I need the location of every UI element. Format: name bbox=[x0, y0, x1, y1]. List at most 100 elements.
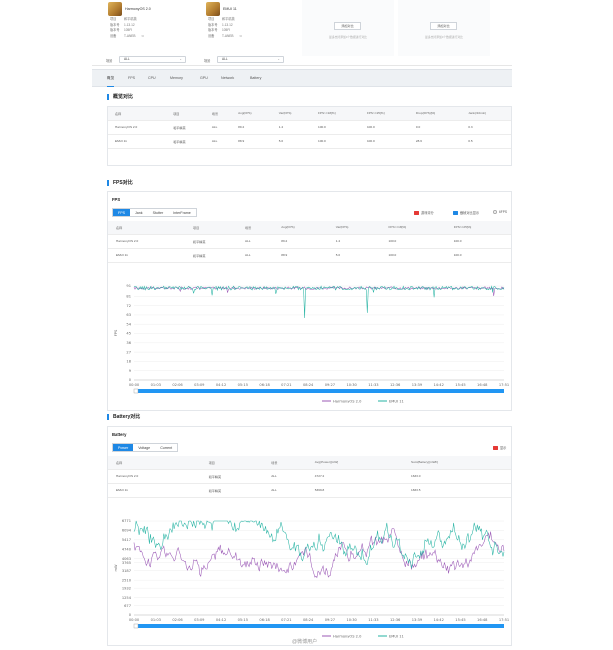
series-line bbox=[133, 286, 505, 297]
seg-power[interactable]: Power bbox=[113, 444, 134, 451]
column-header[interactable]: FPS>=25[%] bbox=[359, 107, 409, 121]
x-tick-label: 14:42 bbox=[434, 383, 444, 387]
battery-panel: Battery Power Voltage Current 显示 名称 项目 场景 A… bbox=[107, 426, 512, 646]
x-tick-label: 13:39 bbox=[412, 383, 423, 387]
y-tick-label: 3765 bbox=[122, 561, 131, 565]
x-tick-label: 02:06 bbox=[172, 383, 183, 387]
y-tick-label: 5417 bbox=[122, 538, 131, 542]
battery-display-option[interactable]: 显示 bbox=[493, 445, 506, 450]
tab-gpu[interactable]: GPU bbox=[200, 76, 208, 80]
series-line bbox=[133, 520, 505, 569]
table-cell: EMUI 11 bbox=[108, 134, 167, 149]
fps-subtitle: FPS bbox=[112, 197, 121, 202]
y-axis-label: mW bbox=[114, 564, 118, 572]
seg-interframe[interactable]: InterFrame bbox=[168, 209, 196, 216]
column-header[interactable]: 项目 bbox=[166, 107, 205, 121]
tab-network[interactable]: Network bbox=[221, 76, 235, 80]
table-cell: 0.3 bbox=[461, 120, 511, 135]
x-tick-label: 00:00 bbox=[129, 618, 140, 622]
frame-compare-checkbox[interactable]: 截帧对比显示 bbox=[453, 210, 479, 215]
add-compare-slot-1: 添加对比 最多支持添加4个数据进行对比 bbox=[302, 0, 394, 56]
x-tick-label: 13:39 bbox=[412, 618, 423, 622]
x-tick-label: 02:06 bbox=[172, 618, 183, 622]
column-header[interactable]: Avg(FPS) bbox=[273, 221, 328, 235]
copy-icon[interactable]: ⧉ bbox=[239, 33, 242, 38]
x-tick-label: 11:33 bbox=[368, 618, 378, 622]
column-header[interactable]: FPS>=25[%] bbox=[445, 221, 511, 235]
x-tick-label: 10:30 bbox=[346, 383, 357, 387]
seg-jank[interactable]: Jank bbox=[130, 209, 148, 216]
table-cell: 1633.0 bbox=[402, 469, 511, 484]
column-header[interactable]: Var(FPS) bbox=[271, 107, 311, 121]
x-tick-label: 05:15 bbox=[238, 618, 248, 622]
column-header[interactable]: FPS>=18[%] bbox=[311, 107, 360, 121]
y-tick-label: 45 bbox=[126, 332, 131, 336]
tab-fps[interactable]: FPS bbox=[128, 76, 135, 80]
tab-battery[interactable]: Battery bbox=[250, 76, 262, 80]
column-header[interactable]: 名称 bbox=[108, 456, 201, 470]
seg-voltage[interactable]: Voltage bbox=[133, 444, 156, 451]
x-tick-label: 00:00 bbox=[129, 383, 140, 387]
tab-overview[interactable]: 概览 bbox=[107, 76, 115, 87]
device-compare-bar: HarmonyOS 2.0 项目 和平精英 版本号 1.13.12 版本号 105FI… bbox=[92, 0, 512, 66]
table-cell: 0.5 bbox=[461, 134, 511, 149]
column-header[interactable]: Var(FPS) bbox=[327, 221, 381, 235]
y-tick-label: 91 bbox=[126, 284, 131, 288]
x-tick-label: 09:27 bbox=[325, 618, 335, 622]
fps-line-chart[interactable]: 0 9 18 27 36 45 54 63 72 81 91 FPS 00:00 01:03 02:06 03… bbox=[108, 280, 511, 406]
series-line bbox=[133, 528, 505, 579]
column-header[interactable]: 场景 bbox=[204, 107, 232, 121]
column-header[interactable]: Avg(Power)[mW] bbox=[306, 456, 403, 470]
y-tick-label: 18 bbox=[126, 360, 131, 364]
column-header[interactable]: Avg(FPS) bbox=[231, 107, 272, 121]
seg-current[interactable]: Current bbox=[155, 444, 178, 451]
scene-select-1[interactable]: ALL ⌄ bbox=[119, 56, 186, 63]
column-header[interactable]: 名称 bbox=[108, 221, 186, 235]
x-tick-label: 07:21 bbox=[281, 618, 291, 622]
tab-cpu[interactable]: CPU bbox=[148, 76, 156, 80]
sixfps-radio[interactable]: 6FPS bbox=[493, 210, 507, 214]
game-score-option[interactable]: 游戏评分 bbox=[414, 210, 434, 215]
seg-fps[interactable]: FPS bbox=[113, 209, 130, 216]
fps-table: 名称 项目 场景 Avg(FPS) Var(FPS) FPS>=18[%] FPS>=25[… bbox=[108, 221, 511, 263]
table-cell: ALL bbox=[204, 120, 232, 135]
column-header[interactable]: Drop(FPS)[%] bbox=[408, 107, 462, 121]
add-compare-button[interactable]: 添加对比 bbox=[430, 22, 457, 30]
column-header[interactable]: 项目 bbox=[200, 456, 264, 470]
copy-icon[interactable]: ⧉ bbox=[141, 33, 144, 38]
seg-stutter[interactable]: Stutter bbox=[147, 209, 169, 216]
device-card-1[interactable]: HarmonyOS 2.0 项目 和平精英 版本号 1.13.12 版本号 105FI… bbox=[108, 0, 200, 66]
game-icon bbox=[108, 2, 122, 16]
x-tick-label: 01:03 bbox=[151, 383, 161, 387]
x-tick-label: 17:51 bbox=[499, 383, 509, 387]
table-cell: 89.2 bbox=[231, 120, 272, 135]
y-tick-label: 0 bbox=[129, 613, 132, 617]
x-tick-label: 05:15 bbox=[238, 383, 248, 387]
column-header[interactable]: Jank(/10min) bbox=[461, 107, 511, 121]
device-name: HarmonyOS 2.0 bbox=[125, 7, 151, 11]
scene-select-2[interactable]: ALL ⌄ bbox=[217, 56, 284, 63]
tab-memory[interactable]: Memory bbox=[170, 76, 183, 80]
device-name: EMUI 11 bbox=[223, 7, 237, 11]
device-card-2[interactable]: EMUI 11 项目 和平精英 版本号 1.13.12 版本号 105FI 设备 T-A… bbox=[206, 0, 298, 66]
x-tick-label: 01:03 bbox=[151, 618, 161, 622]
add-compare-button[interactable]: 添加对比 bbox=[334, 22, 361, 30]
y-tick-label: 81 bbox=[126, 295, 131, 299]
table-cell: 100.0 bbox=[380, 234, 446, 249]
column-header[interactable]: 名称 bbox=[108, 107, 167, 121]
fps-panel: FPS FPS Jank Stutter InterFrame 游戏评分 截帧对… bbox=[107, 191, 512, 411]
y-tick-label: 1932 bbox=[122, 586, 131, 590]
table-cell: 1833.5 bbox=[402, 483, 511, 498]
column-header[interactable]: FPS>=18[%] bbox=[380, 221, 446, 235]
table-cell: 88.9 bbox=[273, 248, 328, 263]
table-cell: 5.0 bbox=[271, 134, 311, 149]
column-header[interactable]: 项目 bbox=[185, 221, 238, 235]
y-tick-label: 6771 bbox=[122, 519, 131, 523]
column-header[interactable]: 场景 bbox=[237, 221, 274, 235]
column-header[interactable]: 场景 bbox=[263, 456, 307, 470]
x-tick-label: 09:27 bbox=[325, 383, 335, 387]
y-tick-label: 4063 bbox=[122, 557, 131, 561]
column-header[interactable]: Sum(Battery)[mWh] bbox=[402, 456, 511, 470]
x-tick-label: 06:18 bbox=[259, 383, 270, 387]
